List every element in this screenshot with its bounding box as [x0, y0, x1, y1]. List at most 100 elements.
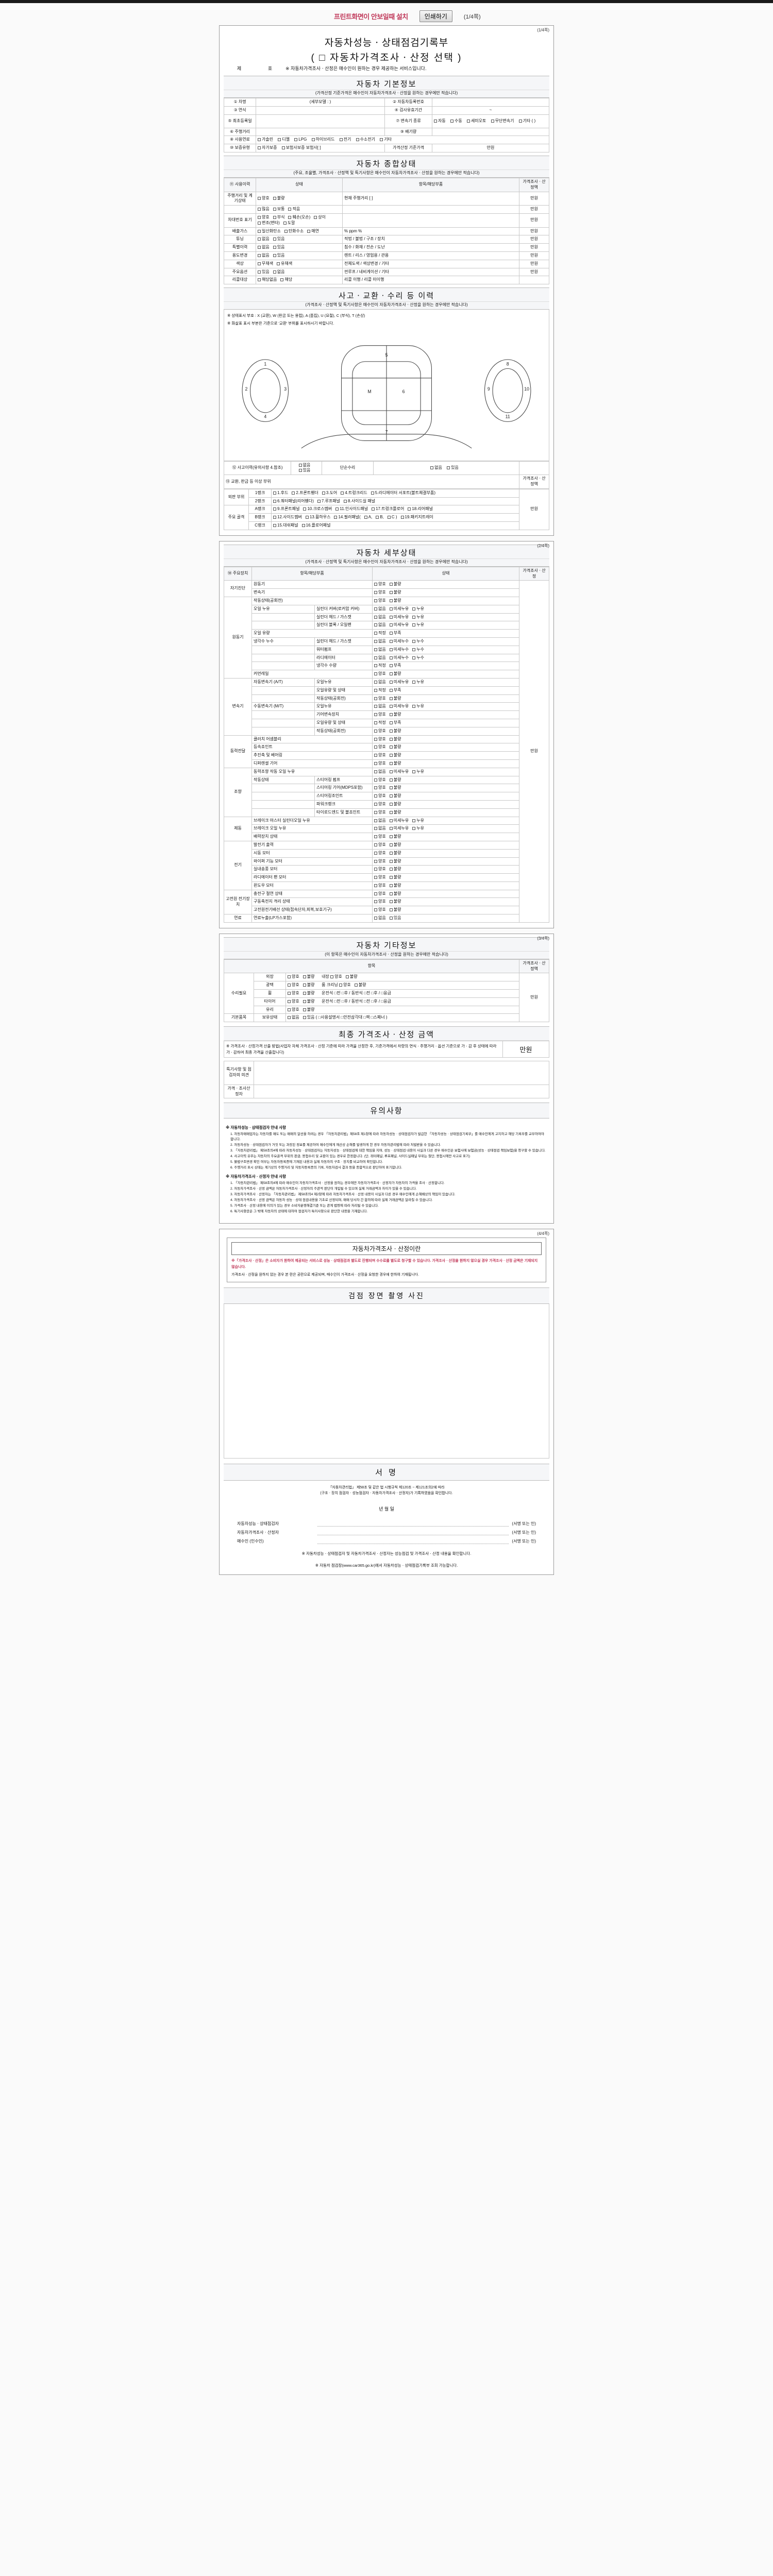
- checkbox-icon[interactable]: [389, 737, 393, 741]
- checkbox-icon[interactable]: [389, 639, 393, 643]
- checkbox-icon[interactable]: [339, 984, 343, 987]
- comp-state-option[interactable]: 해당: [280, 277, 292, 283]
- detail-state-option[interactable]: 적정: [374, 720, 386, 726]
- checkbox-icon[interactable]: [301, 524, 305, 528]
- detail-state[interactable]: 양호 불량: [372, 710, 519, 719]
- detail-state[interactable]: 양호 불량: [372, 849, 519, 858]
- detail-state[interactable]: 양호 불량: [372, 597, 519, 605]
- checkbox-icon[interactable]: [288, 975, 291, 979]
- checkbox-icon[interactable]: [389, 680, 393, 684]
- signature-blank-line[interactable]: [317, 1521, 509, 1527]
- detail-state-option[interactable]: 양호: [374, 891, 386, 897]
- checkbox-icon[interactable]: [447, 466, 450, 470]
- checkbox-icon[interactable]: [258, 146, 261, 150]
- etc-state-option[interactable]: 양호: [288, 991, 299, 996]
- etc-state2-option[interactable]: 불량: [345, 974, 358, 980]
- detail-state-option[interactable]: 누수: [412, 639, 424, 645]
- checkbox-icon[interactable]: [389, 778, 393, 782]
- rank-part-option[interactable]: 11.인사이드패널: [335, 506, 368, 512]
- checkbox-icon[interactable]: [307, 229, 311, 233]
- detail-state[interactable]: 적정 부족: [372, 629, 519, 638]
- detail-state-option[interactable]: 미세누수: [389, 647, 409, 653]
- rank-part-option[interactable]: 13.휠하우스: [305, 515, 330, 520]
- comp-row-state[interactable]: 많음 보통 적음: [256, 205, 343, 214]
- checkbox-icon[interactable]: [344, 499, 347, 503]
- comp-row-state[interactable]: 무채색 유채색: [256, 259, 343, 268]
- checkbox-icon[interactable]: [389, 729, 393, 733]
- checkbox-icon[interactable]: [374, 770, 378, 773]
- comp-row-state[interactable]: 일산화탄소 탄화수소 매연: [256, 227, 343, 236]
- value-special-note[interactable]: [254, 1060, 549, 1085]
- detail-state-option[interactable]: 미세누유: [389, 622, 409, 628]
- checkbox-icon[interactable]: [322, 491, 325, 495]
- detail-state-option[interactable]: 없음: [374, 680, 386, 685]
- detail-state[interactable]: 없음 미세누유 누유: [372, 677, 519, 687]
- checkbox-icon[interactable]: [273, 253, 276, 257]
- checkbox-icon[interactable]: [364, 516, 367, 519]
- checkbox-icon[interactable]: [466, 119, 470, 123]
- comp-row-price[interactable]: 만원: [519, 227, 549, 236]
- checkbox-icon[interactable]: [412, 623, 416, 627]
- detail-state-option[interactable]: 불량: [389, 753, 401, 758]
- checkbox-icon[interactable]: [389, 859, 393, 863]
- checkbox-icon[interactable]: [518, 119, 522, 123]
- checkbox-icon[interactable]: [374, 615, 378, 619]
- rank-part-option[interactable]: 16.플로어패널: [301, 523, 330, 529]
- rank-part-option[interactable]: 9.프론트패널: [273, 506, 299, 512]
- accident-history-options[interactable]: 없음 있음: [291, 461, 322, 476]
- detail-state-option[interactable]: 불량: [389, 761, 401, 767]
- detail-state-option[interactable]: 미세누유: [389, 818, 409, 824]
- detail-state[interactable]: 양호 불량: [372, 840, 519, 850]
- comp-state-option[interactable]: 불량: [273, 196, 284, 201]
- checkbox-icon[interactable]: [374, 810, 378, 814]
- detail-state-option[interactable]: 양호: [374, 753, 386, 758]
- checkbox-icon[interactable]: [273, 270, 276, 274]
- checkbox-icon[interactable]: [389, 900, 393, 904]
- checkbox-icon[interactable]: [303, 1008, 306, 1011]
- checkbox-icon[interactable]: [374, 737, 378, 741]
- checkbox-icon[interactable]: [273, 238, 276, 241]
- checkbox-icon[interactable]: [303, 1016, 306, 1020]
- value-car-name[interactable]: (세부모델 : ): [256, 98, 385, 107]
- detail-state-option[interactable]: 불량: [389, 802, 401, 807]
- checkbox-icon[interactable]: [389, 664, 393, 668]
- checkbox-icon[interactable]: [288, 208, 292, 211]
- etc-item-state[interactable]: 양호 불량 운전석 □전 □후 / 동반석 □전 □후 / □응급: [285, 989, 519, 998]
- checkbox-icon[interactable]: [258, 215, 261, 219]
- checkbox-icon[interactable]: [374, 892, 378, 895]
- checkbox-icon[interactable]: [374, 623, 378, 627]
- detail-state-option[interactable]: 불량: [389, 883, 401, 889]
- detail-state-option[interactable]: 미세누유: [389, 826, 409, 832]
- checkbox-icon[interactable]: [374, 794, 378, 798]
- detail-state-option[interactable]: 미세누유: [389, 769, 409, 775]
- detail-state[interactable]: 양호 불량: [372, 694, 519, 703]
- value-year[interactable]: [256, 106, 385, 115]
- detail-state[interactable]: 없음 미세누유 누유: [372, 824, 519, 834]
- checkbox-icon[interactable]: [412, 615, 416, 619]
- detail-state[interactable]: 양호 불량: [372, 833, 519, 841]
- checkbox-icon[interactable]: [389, 591, 393, 595]
- checkbox-icon[interactable]: [380, 138, 383, 142]
- checkbox-icon[interactable]: [335, 507, 339, 511]
- checkbox-icon[interactable]: [389, 599, 393, 602]
- detail-state[interactable]: 양호 불량: [372, 751, 519, 760]
- checkbox-icon[interactable]: [258, 138, 261, 142]
- checkbox-icon[interactable]: [288, 215, 292, 219]
- detail-state[interactable]: 양호 불량: [372, 775, 519, 785]
- checkbox-icon[interactable]: [303, 975, 306, 979]
- comp-state-option[interactable]: 없음: [258, 253, 270, 259]
- checkbox-icon[interactable]: [303, 992, 306, 995]
- checkbox-icon[interactable]: [389, 835, 393, 839]
- checkbox-icon[interactable]: [412, 705, 416, 708]
- detail-state-option[interactable]: 양호: [374, 728, 386, 734]
- etc-state-option[interactable]: 양호: [288, 974, 299, 980]
- checkbox-icon[interactable]: [298, 469, 302, 472]
- etc-state-option[interactable]: 불량: [303, 974, 314, 980]
- detail-state-option[interactable]: 불량: [389, 671, 401, 677]
- checkbox-icon[interactable]: [389, 770, 393, 773]
- detail-state-option[interactable]: 불량: [389, 867, 401, 872]
- checkbox-icon[interactable]: [412, 656, 416, 659]
- checkbox-icon[interactable]: [258, 270, 261, 274]
- checkbox-icon[interactable]: [258, 196, 261, 200]
- checkbox-icon[interactable]: [258, 238, 261, 241]
